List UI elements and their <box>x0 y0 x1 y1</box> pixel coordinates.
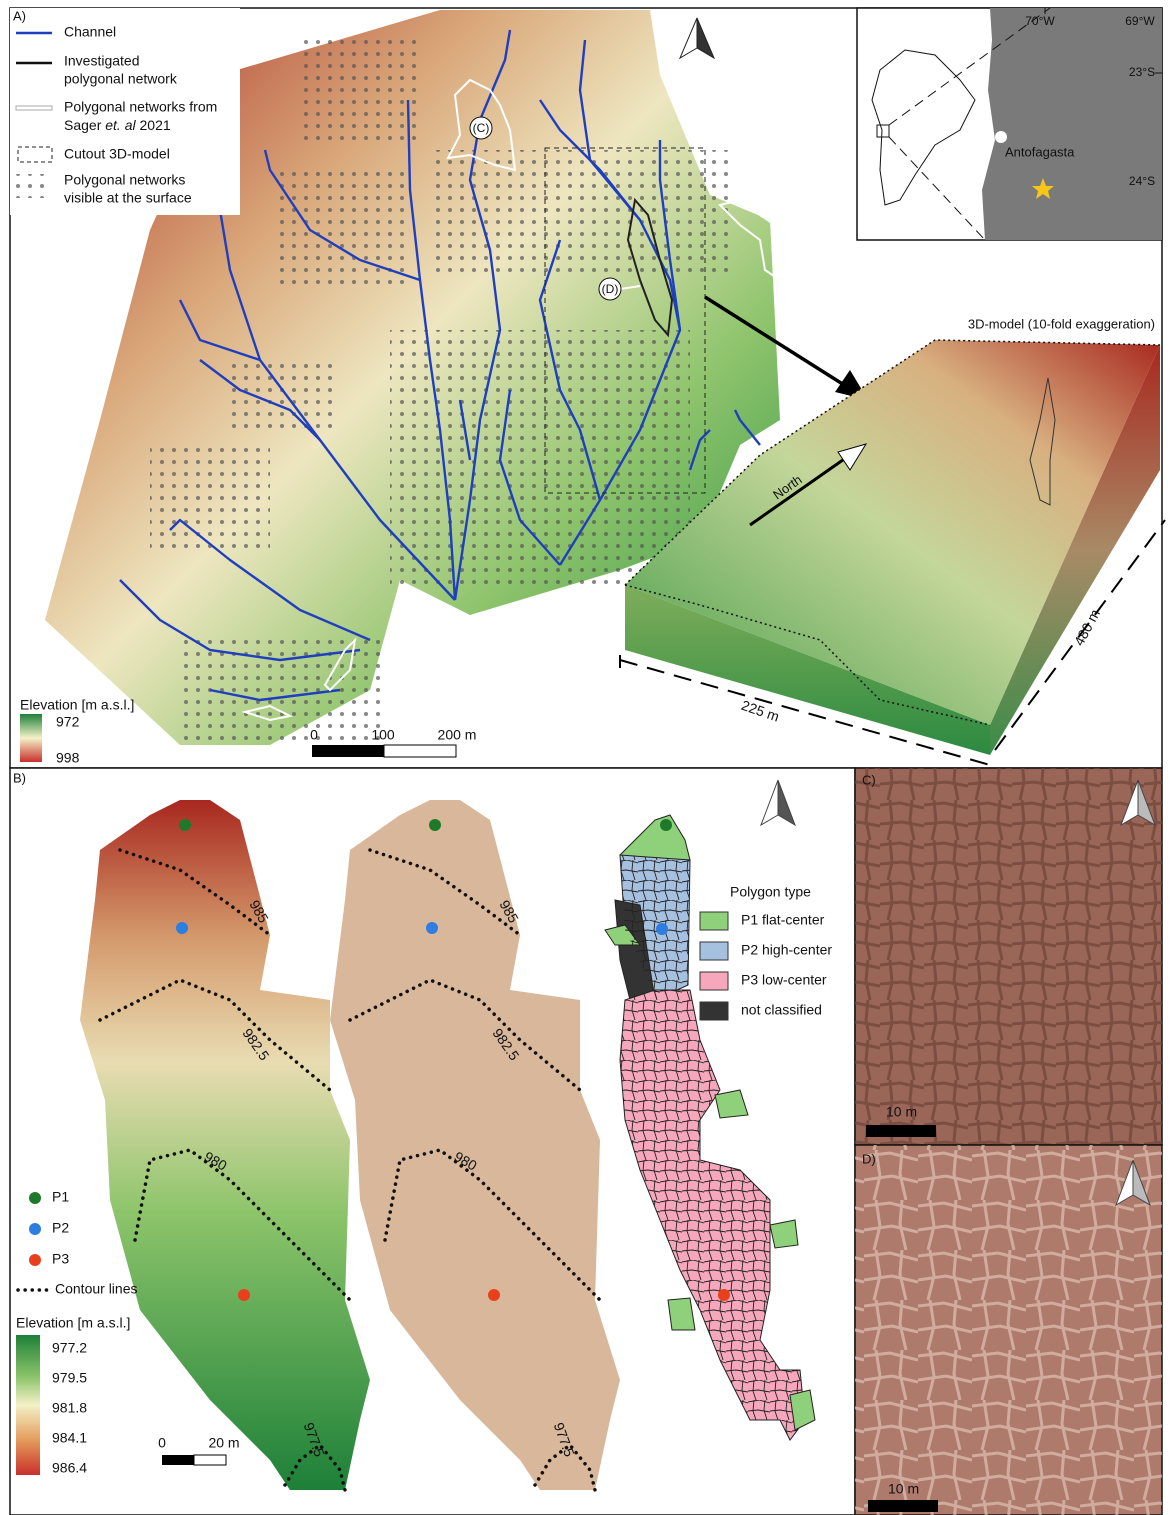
legend-text: 2021 <box>140 117 171 133</box>
legend-text: P1 flat-center <box>741 912 825 928</box>
legend-text: Investigated <box>64 53 140 69</box>
scale-label: 10 m <box>888 1481 919 1497</box>
scale-bar <box>868 1500 938 1512</box>
scale-bar <box>384 745 456 757</box>
legend-swatch <box>700 972 728 990</box>
city-label: Antofagasta <box>1005 144 1075 159</box>
point <box>426 922 438 934</box>
point <box>660 819 672 831</box>
ramp-label: 981.8 <box>52 1400 87 1416</box>
ramp-label: 984.1 <box>52 1430 87 1446</box>
graticule-label: 69°W <box>1125 14 1155 28</box>
legend-text: P3 low-center <box>741 972 827 988</box>
shape <box>150 440 270 550</box>
point <box>488 1289 500 1301</box>
legend-text: Sager et. al 2021 <box>64 117 171 133</box>
scale-label: 100 <box>371 727 395 743</box>
land <box>982 8 1162 240</box>
shape <box>770 1220 798 1248</box>
scale-label: 20 m <box>208 1435 239 1451</box>
photo-texture <box>855 1145 1162 1515</box>
legend-title: Elevation [m a.s.l.] <box>16 1315 130 1331</box>
panel-label: D) <box>862 1151 876 1166</box>
legend-swatch <box>16 174 52 198</box>
legend-text: Contour lines <box>55 1281 138 1297</box>
point <box>656 923 668 935</box>
graticule-label: 24°S <box>1129 174 1155 188</box>
scale-bar <box>194 1455 226 1465</box>
legend-text: P3 <box>52 1251 69 1267</box>
shape <box>390 330 690 590</box>
legend-swatch <box>700 912 728 930</box>
panel-label: B) <box>13 770 26 785</box>
legend-text: Cutout 3D-model <box>64 146 170 162</box>
ramp-label: 977.2 <box>52 1340 87 1356</box>
panel-label: C) <box>862 772 876 787</box>
shape <box>668 1298 695 1330</box>
color-ramp <box>16 1335 40 1475</box>
legend-text: Polygonal networks <box>64 172 185 188</box>
graticule-label: 23°S <box>1129 65 1155 79</box>
ramp-label: 972 <box>56 714 80 730</box>
shape <box>430 150 730 280</box>
model-title: 3D-model (10-fold exaggeration) <box>968 316 1155 331</box>
point <box>238 1289 250 1301</box>
point <box>176 922 188 934</box>
ramp-label: 986.4 <box>52 1460 87 1476</box>
figure: (C) (D) A) Channel Investigated polygona… <box>0 0 1173 1515</box>
legend-text: polygonal network <box>64 71 178 87</box>
point <box>179 819 191 831</box>
legend-text: visible at the surface <box>64 190 192 206</box>
legend-title: Polygon type <box>730 884 811 900</box>
legend-text: Channel <box>64 24 116 40</box>
legend-text: P2 <box>52 1220 69 1236</box>
city <box>995 131 1007 143</box>
legend-swatch <box>29 1254 41 1266</box>
photo-texture <box>855 768 1162 1145</box>
callout-label: (C) <box>473 121 490 135</box>
graticule-label: 70°W <box>1025 14 1055 28</box>
legend-text: P1 <box>52 1189 69 1205</box>
legend-swatch <box>700 942 728 960</box>
scale-label: 200 m <box>438 727 477 743</box>
scale-label: 0 <box>310 727 318 743</box>
point <box>718 1289 730 1301</box>
legend-text: et. al <box>105 117 136 133</box>
legend-swatch <box>700 1002 728 1020</box>
scale-bar <box>312 745 384 757</box>
scale-bar <box>162 1455 194 1465</box>
legend-title: Elevation [m a.s.l.] <box>20 697 134 713</box>
legend-swatch <box>29 1223 41 1235</box>
scale-bar <box>866 1125 936 1137</box>
scale-label: 0 <box>158 1435 166 1451</box>
legend-swatch <box>29 1192 41 1204</box>
callout-label: (D) <box>602 282 619 296</box>
shape <box>300 40 420 140</box>
legend-text: Polygonal networks from <box>64 99 217 115</box>
ramp-label: 979.5 <box>52 1370 87 1386</box>
legend-text: Sager <box>64 117 102 133</box>
ramp-label: 998 <box>56 750 80 766</box>
legend-text: P2 high-center <box>741 942 832 958</box>
shape <box>280 170 410 290</box>
scale-label: 10 m <box>886 1104 917 1120</box>
panel-label: A) <box>13 8 26 23</box>
point <box>429 819 441 831</box>
color-ramp <box>20 714 42 762</box>
legend-swatch <box>16 106 52 110</box>
legend-text: not classified <box>741 1002 822 1018</box>
